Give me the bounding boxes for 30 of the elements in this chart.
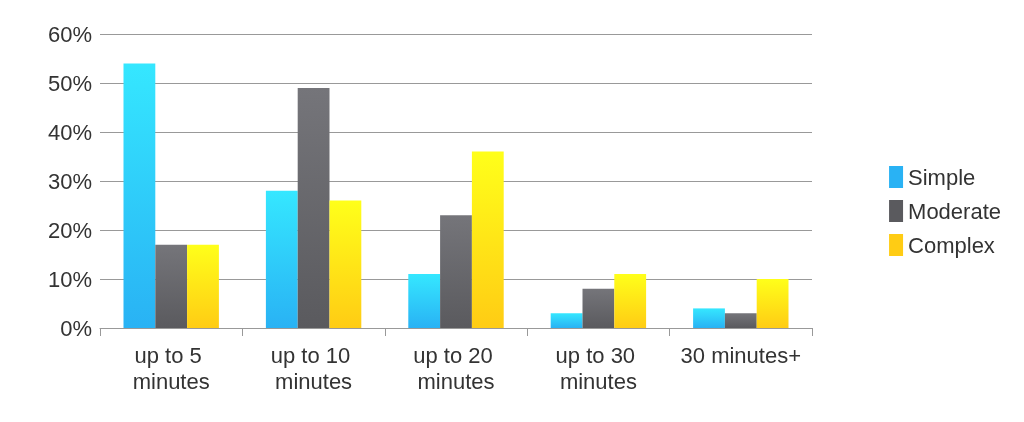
x-tick-label: up to 20 minutes: [413, 342, 499, 394]
x-tick-label: 30 minutes+: [680, 342, 802, 368]
x-tick-label: up to 30 minutes: [555, 342, 642, 394]
legend-label: Moderate: [908, 198, 1002, 224]
bar: [724, 313, 757, 328]
y-tick-label: 50%: [47, 70, 92, 96]
x-tick-label: up to 10 minutes: [270, 342, 357, 394]
y-tick-label: 20%: [47, 217, 92, 243]
bar: [614, 274, 647, 328]
bar: [471, 151, 504, 328]
bar: [297, 87, 330, 328]
bar: [329, 200, 362, 328]
y-tick-label: 0%: [60, 315, 92, 341]
y-tick-label: 30%: [47, 168, 92, 194]
bar: [756, 279, 789, 328]
bar: [265, 190, 298, 328]
bar: [440, 215, 472, 328]
bar: [693, 308, 725, 328]
bar: [550, 313, 583, 328]
bar: [582, 288, 615, 328]
bar: [123, 63, 156, 328]
y-tick-label: 10%: [47, 266, 92, 292]
y-tick-label: 40%: [47, 119, 92, 145]
legend-label: Complex: [908, 232, 995, 258]
x-tick-label: up to 5 minutes: [132, 342, 210, 394]
bar: [408, 274, 441, 328]
legend-label: Simple: [908, 164, 976, 190]
bar: [187, 244, 219, 328]
bar: [155, 244, 188, 328]
y-tick-label: 60%: [47, 21, 92, 47]
